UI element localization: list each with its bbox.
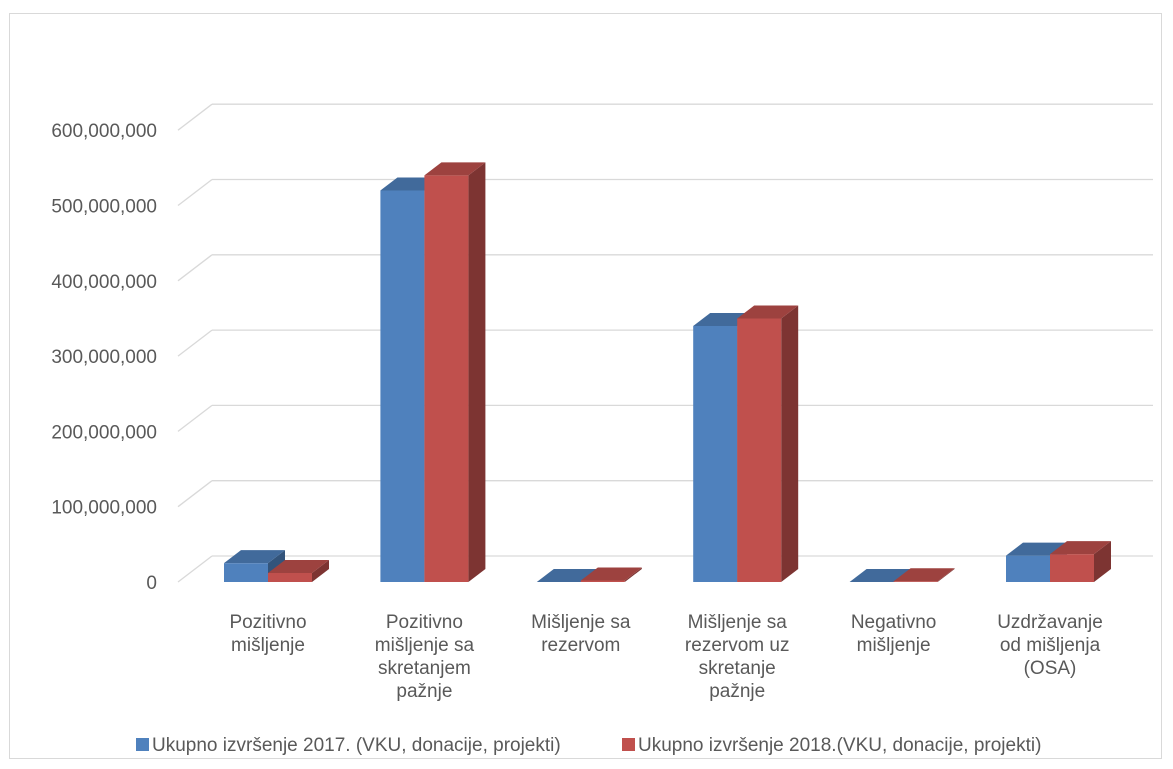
legend-label: Ukupno izvršenje 2017. (VKU, donacije, p… [152,735,561,756]
y-tick-label: 500,000,000 [51,197,157,218]
gridline-1 [177,480,1153,508]
x-tick-label: Pozitivno mišljenje [229,612,306,656]
bar-2-0 [536,569,598,582]
x-tick-label: Mišljenje sa rezervom [531,612,631,656]
gridline-3 [177,329,1153,357]
bar-4-0 [849,569,911,582]
grid-layer [177,103,1153,583]
x-tick-label: Mišljenje sa rezervom uz skretanje pažnje [685,612,790,702]
gridline-4 [177,254,1153,282]
x-tick-label: Uzdržavanje od mišljenja (OSA) [997,612,1103,679]
chart-svg: 0 100,000,000 200,000,000 300,000,000 400,00… [51,103,1153,756]
bar-4-1 [893,568,955,582]
legend-label: Ukupno izvršenje 2018.(VKU, donacije, pr… [638,735,1041,756]
legend: Ukupno izvršenje 2017. (VKU, donacije, p… [136,735,1041,756]
x-axis-ticks: Pozitivno mišljenje Pozitivno mišljenje sa s… [229,612,1102,702]
chart-frame: 0 100,000,000 200,000,000 300,000,000 400,00… [9,13,1162,759]
bar-5-1 [1050,541,1111,582]
bar-2-1 [580,567,642,582]
y-tick-label: 400,000,000 [51,272,157,293]
y-tick-label: 600,000,000 [51,121,157,142]
legend-item-0: Ukupno izvršenje 2017. (VKU, donacije, p… [136,735,561,756]
legend-swatch [136,738,149,751]
bar-1-1 [424,162,486,582]
y-tick-label: 200,000,000 [51,422,157,443]
bar-0-1 [268,559,329,582]
legend-swatch [622,738,635,751]
legend-item-1: Ukupno izvršenje 2018.(VKU, donacije, pr… [622,735,1041,756]
gridline-0 [177,555,1153,583]
bar-3-1 [737,305,799,582]
y-tick-label: 0 [146,573,157,594]
x-tick-label: Negativno mišljenje [851,612,937,656]
x-tick-label: Pozitivno mišljenje sa skretanjem pažnje [375,612,475,702]
y-axis-ticks: 0 100,000,000 200,000,000 300,000,000 400,00… [51,121,157,594]
y-tick-label: 300,000,000 [51,347,157,368]
gridline-5 [177,178,1153,207]
gridline-2 [177,404,1153,432]
bar-layer [224,162,1111,582]
gridline-6 [177,103,1153,131]
y-tick-label: 100,000,000 [51,498,157,519]
